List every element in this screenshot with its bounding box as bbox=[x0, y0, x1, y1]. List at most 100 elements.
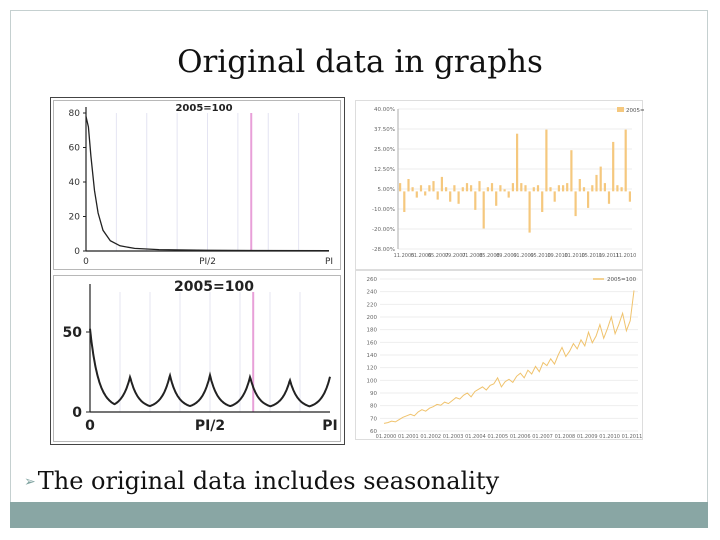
bar bbox=[415, 191, 418, 198]
y-tick-label: 70 bbox=[370, 416, 377, 422]
x-tick-label: PI/2 bbox=[195, 418, 225, 434]
x-tick-label: 01.2011 bbox=[622, 434, 643, 440]
bar bbox=[536, 185, 540, 192]
y-tick-label: 25.00% bbox=[374, 147, 395, 153]
y-tick-label: 50 bbox=[63, 325, 83, 341]
bar bbox=[574, 191, 577, 217]
bar bbox=[528, 191, 531, 233]
x-tick-label: PI bbox=[325, 257, 333, 267]
slide-title: Original data in graphs bbox=[177, 44, 543, 80]
bar bbox=[482, 191, 485, 229]
bar bbox=[582, 187, 586, 192]
x-tick-label: 01.2002 bbox=[420, 434, 441, 440]
bar bbox=[557, 185, 560, 192]
bar bbox=[407, 179, 410, 192]
bar bbox=[419, 185, 423, 192]
bar bbox=[428, 185, 431, 192]
y-tick-label: 220 bbox=[367, 302, 378, 308]
bar bbox=[607, 191, 611, 204]
bar bbox=[516, 133, 519, 192]
caption-text: The original data includes seasonality bbox=[37, 467, 500, 495]
y-tick-label: 80 bbox=[69, 109, 81, 119]
bar bbox=[436, 191, 439, 200]
bar bbox=[461, 187, 464, 192]
bar bbox=[616, 185, 619, 192]
bar bbox=[445, 187, 448, 192]
x-tick-label: 05.2008 bbox=[479, 253, 500, 259]
x-tick-label: 01.2006 bbox=[510, 434, 531, 440]
y-tick-label: -28.00% bbox=[372, 247, 395, 253]
chart-title: 2005=100 bbox=[175, 103, 232, 114]
bar bbox=[486, 187, 489, 192]
x-tick-label: 09.2010 bbox=[547, 253, 568, 259]
y-tick-label: -20.00% bbox=[372, 227, 395, 233]
bar bbox=[495, 191, 498, 206]
footer-bar bbox=[10, 502, 708, 528]
bar bbox=[541, 191, 544, 212]
y-tick-label: 140 bbox=[367, 353, 378, 359]
x-tick-label: 01.2005 bbox=[487, 434, 508, 440]
chart-2-spectrum: 2005=100 0 50 0 PI/2 PI bbox=[63, 279, 338, 434]
x-tick-label: 01.2004 bbox=[465, 434, 486, 440]
x-tick-label: 01.2003 bbox=[443, 434, 464, 440]
y-tick-label: -10.00% bbox=[372, 207, 395, 213]
x-tick-label: 01.2007 bbox=[532, 434, 553, 440]
bar bbox=[403, 191, 406, 212]
bar bbox=[603, 183, 606, 192]
bar bbox=[478, 181, 481, 192]
bar bbox=[524, 185, 527, 192]
chart-3-growth-bars: 40.00% 37.50% 25.00% 12.50% 5.00% -10.00% -20.… bbox=[372, 107, 644, 259]
y-tick-label: 0 bbox=[74, 247, 80, 257]
y-tick-label: 40.00% bbox=[374, 107, 395, 113]
bar bbox=[474, 191, 477, 210]
bar bbox=[624, 129, 627, 192]
y-tick-label: 60 bbox=[370, 429, 377, 435]
x-tick-label: 01.2000 bbox=[376, 434, 397, 440]
y-tick-label: 12.50% bbox=[374, 167, 395, 173]
chart-4-index-line: 60 70 80 90 100 120 140 160 180 200 220 240 260 01.20… bbox=[367, 277, 643, 440]
caption-row: ➢The original data includes seasonality bbox=[24, 467, 624, 495]
y-tick-label: 40 bbox=[69, 178, 81, 188]
bar bbox=[553, 191, 556, 202]
bar bbox=[566, 183, 569, 192]
x-tick-label: 01.2010 bbox=[564, 253, 585, 259]
bar bbox=[424, 191, 427, 196]
y-tick-label: 160 bbox=[367, 340, 378, 346]
y-tick-label: 20 bbox=[69, 213, 81, 223]
bar bbox=[599, 166, 602, 192]
bar bbox=[620, 187, 623, 192]
bar bbox=[587, 191, 590, 208]
bar bbox=[612, 141, 615, 192]
y-tick-label: 80 bbox=[370, 404, 377, 410]
bar bbox=[490, 183, 494, 192]
y-tick-label: 100 bbox=[367, 378, 378, 384]
bar bbox=[411, 187, 414, 192]
x-tick-label: 09.2007 bbox=[445, 253, 466, 259]
chart-panel-3: 40.00% 37.50% 25.00% 12.50% 5.00% -10.00% -20.… bbox=[355, 100, 644, 270]
y-tick-label: 260 bbox=[367, 277, 378, 283]
bar bbox=[453, 185, 456, 192]
y-tick-label: 0 bbox=[72, 405, 82, 421]
y-tick-label: 200 bbox=[367, 315, 378, 321]
x-tick-label: 11.2010 bbox=[616, 253, 637, 259]
bar bbox=[545, 129, 548, 192]
series-line bbox=[383, 290, 635, 424]
bar bbox=[578, 179, 581, 192]
bar bbox=[465, 183, 469, 192]
y-tick-label: 240 bbox=[367, 290, 378, 296]
bar bbox=[549, 187, 552, 192]
legend-swatch bbox=[617, 107, 624, 112]
bar bbox=[399, 183, 402, 192]
x-tick-label: 01.2009 bbox=[513, 253, 534, 259]
chart-panel-4: 60 70 80 90 100 120 140 160 180 200 220 240 260 01.20… bbox=[355, 270, 643, 440]
x-tick-label: 0 bbox=[85, 418, 95, 434]
bar bbox=[470, 185, 473, 192]
series-line bbox=[85, 116, 330, 252]
x-tick-label: 09.2009 bbox=[496, 253, 517, 259]
bullet-arrow-icon: ➢ bbox=[24, 474, 36, 490]
chart-title: 2005=100 bbox=[174, 279, 254, 295]
bar bbox=[503, 189, 506, 192]
bar bbox=[507, 191, 510, 198]
bar bbox=[520, 183, 523, 192]
x-tick-label: 01.2008 bbox=[555, 434, 576, 440]
